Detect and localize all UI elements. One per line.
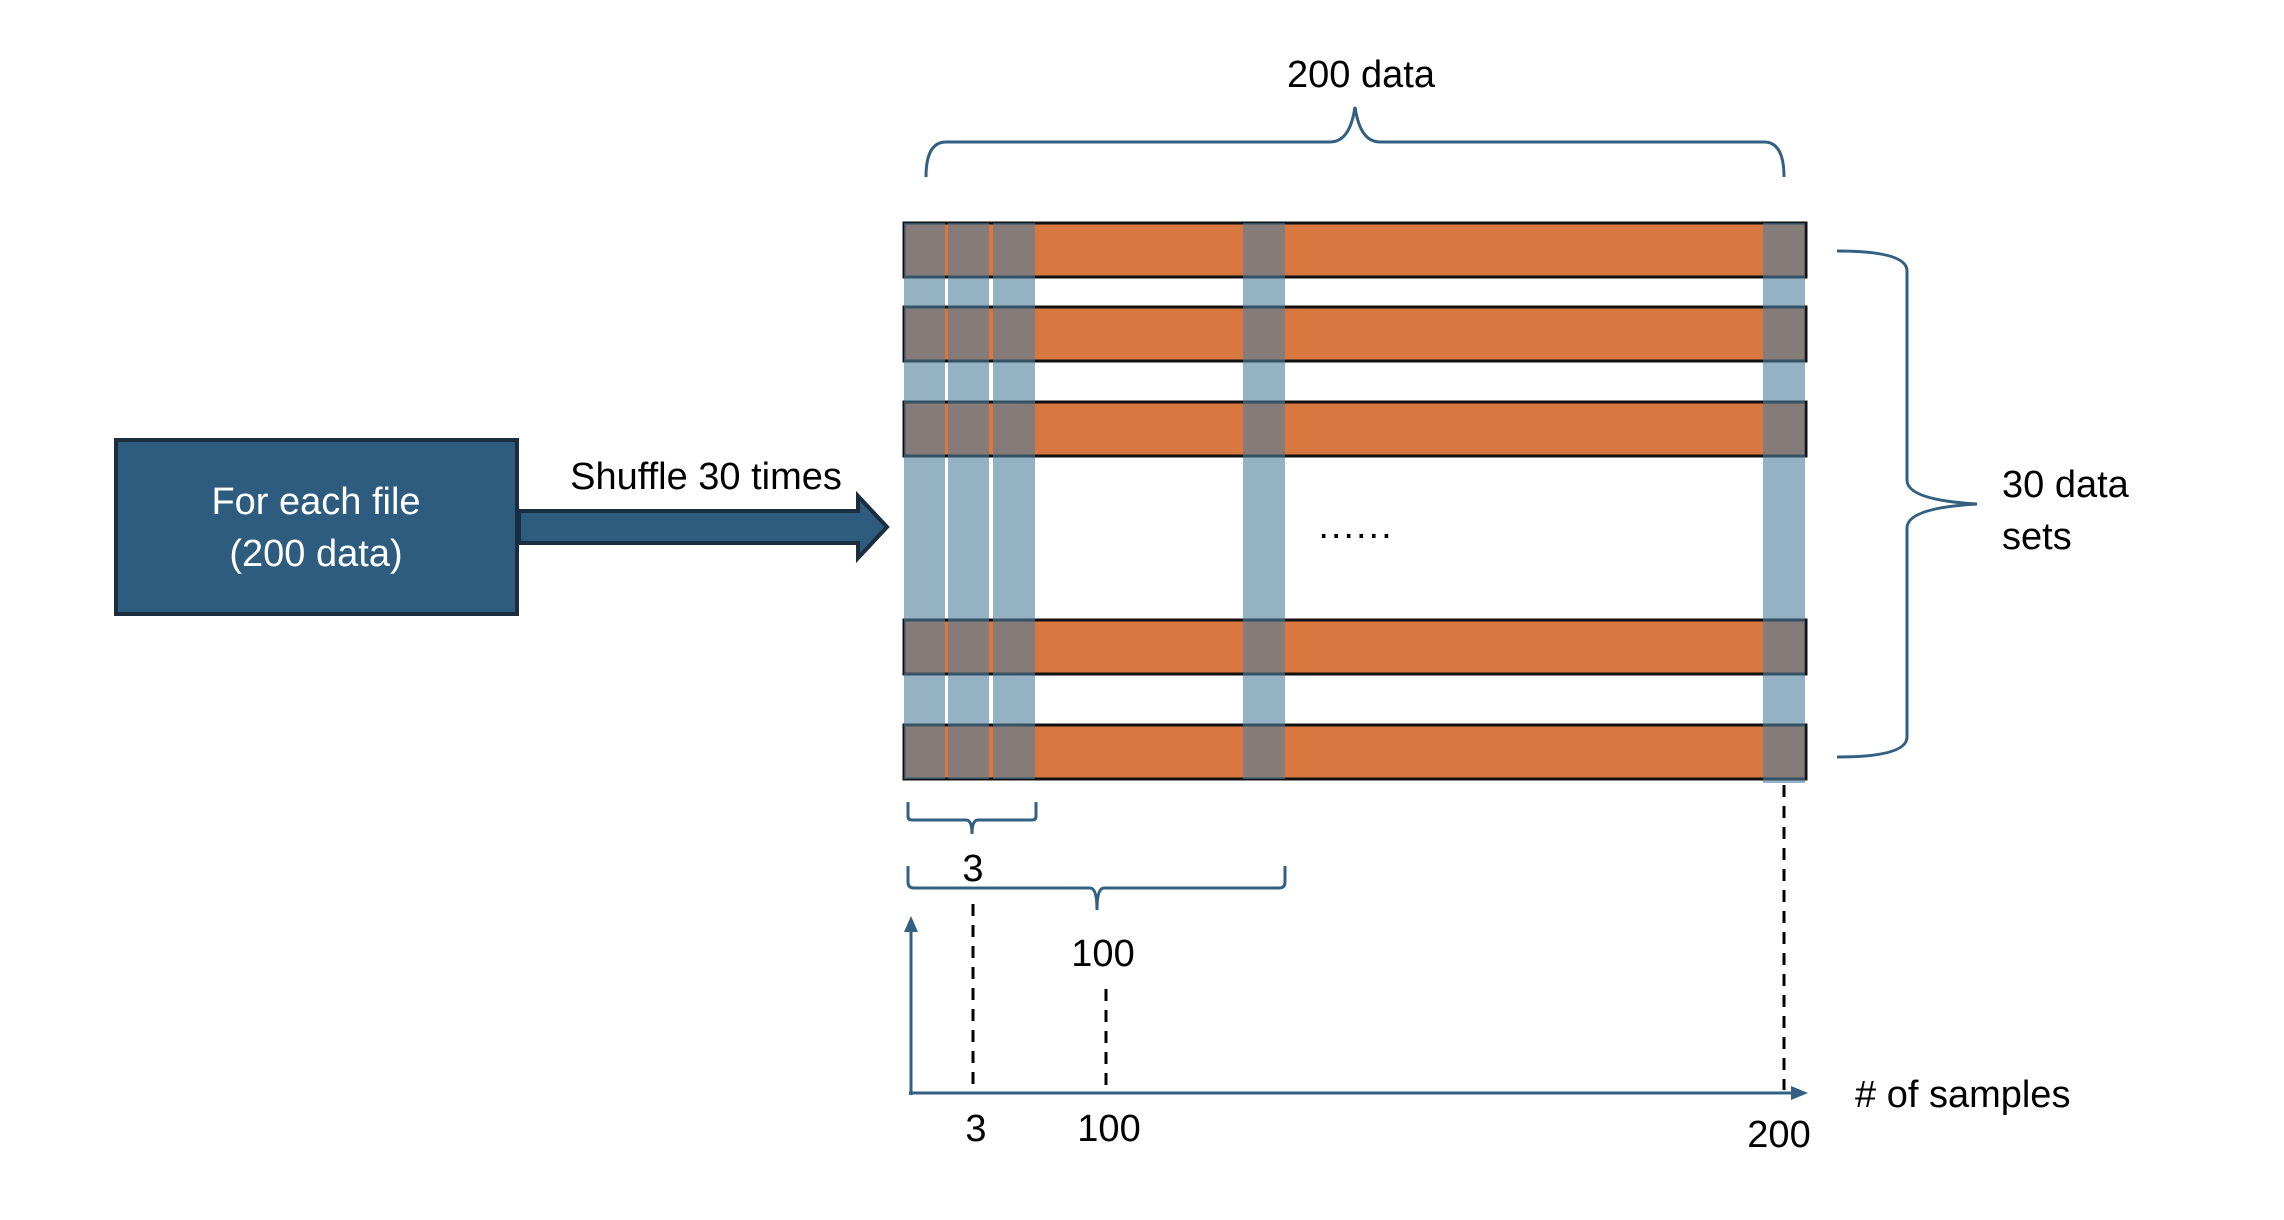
sample-column: [904, 223, 945, 779]
data-set-row: [904, 307, 1806, 361]
shuffle-arrow: Shuffle 30 times: [519, 456, 887, 558]
x-axis-tick-100: 100: [1077, 1108, 1140, 1150]
small-brace-path: [908, 802, 1036, 834]
small-bottom-brace: 3: [908, 802, 1036, 890]
source-box-line2: (200 data): [229, 533, 402, 575]
top-brace-label: 200 data: [1287, 54, 1436, 96]
x-axis-arrowhead: [1791, 1086, 1808, 1100]
y-axis-arrowhead: [904, 916, 918, 932]
source-box-line1: For each file: [211, 481, 420, 523]
sample-column: [1243, 223, 1285, 779]
right-brace-label-line2: sets: [2002, 516, 2072, 558]
top-brace: 200 data: [926, 54, 1784, 177]
data-set-row: [904, 223, 1806, 277]
shuffle-arrow-shape: [519, 496, 887, 558]
data-set-row: [904, 725, 1806, 779]
right-brace: 30 data sets: [1837, 251, 2130, 757]
sample-column: [993, 223, 1035, 779]
source-file-box: For each file (200 data): [116, 440, 517, 614]
top-brace-path: [926, 107, 1784, 177]
right-brace-path: [1837, 251, 1977, 757]
small-brace-label: 3: [962, 848, 983, 890]
x-axis-tick-200: 200: [1747, 1114, 1810, 1156]
large-brace-label: 100: [1071, 933, 1134, 975]
sample-column: [1763, 223, 1805, 783]
sample-column: [948, 223, 989, 779]
x-axis-tick-3: 3: [965, 1108, 986, 1150]
data-set-rows: [904, 223, 1806, 779]
shuffle-arrow-label: Shuffle 30 times: [570, 456, 842, 498]
ellipsis: ......: [1318, 505, 1393, 547]
data-set-row: [904, 620, 1806, 674]
data-set-row: [904, 402, 1806, 456]
right-brace-label-line1: 30 data: [2002, 464, 2130, 506]
x-axis-label: # of samples: [1855, 1074, 2070, 1116]
source-box-rect: [116, 440, 517, 614]
